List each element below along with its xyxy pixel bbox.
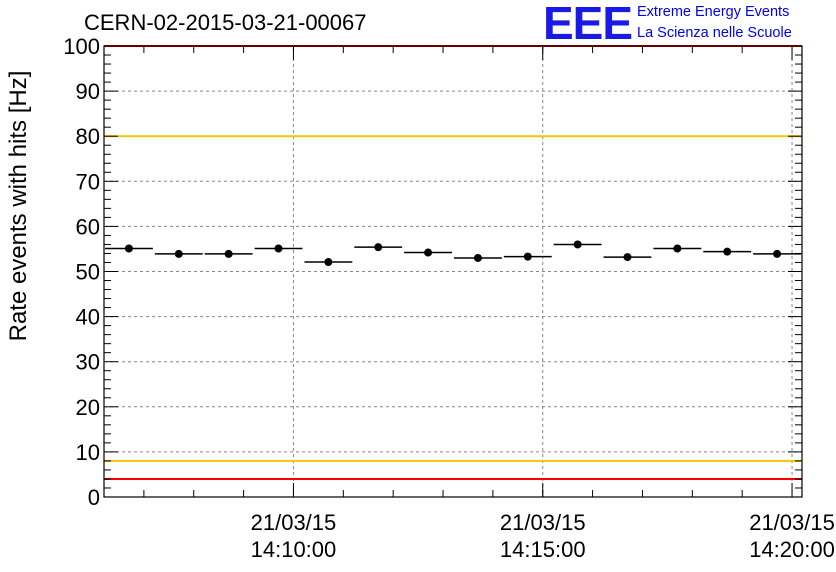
y-axis-label: Rate events with hits [Hz] [5, 70, 32, 342]
y-tick-label: 20 [76, 395, 100, 420]
data-point [623, 253, 632, 262]
x-tick-date: 21/03/15 [251, 510, 337, 535]
data-point [124, 244, 133, 253]
y-tick-label: 50 [76, 260, 100, 285]
y-tick-label: 10 [76, 440, 100, 465]
x-tick-time: 14:10:00 [251, 537, 337, 562]
logo-line-1: Extreme Energy Events [637, 4, 790, 20]
x-tick-time: 14:15:00 [500, 537, 586, 562]
data-point [424, 248, 433, 257]
y-tick-label: 60 [76, 214, 100, 239]
y-tick-label: 70 [76, 169, 100, 194]
data-series [105, 240, 801, 267]
data-point [573, 240, 582, 249]
data-point [274, 244, 283, 253]
chart-title: CERN-02-2015-03-21-00067 [84, 10, 367, 35]
data-point [723, 247, 732, 256]
logo-mark: EEE [543, 0, 633, 49]
logo-line-2: La Scienza nelle Scuole [637, 25, 792, 41]
data-point [773, 249, 782, 258]
data-point [324, 258, 333, 267]
y-tick-label: 80 [76, 124, 100, 149]
tick-labels: 010203040506070809010021/03/1514:10:0021… [63, 34, 835, 562]
y-tick-label: 90 [76, 79, 100, 104]
data-point [374, 243, 383, 252]
reference-lines [104, 45, 802, 480]
x-tick-date: 21/03/15 [500, 510, 586, 535]
data-point [673, 244, 682, 253]
y-tick-label: 40 [76, 305, 100, 330]
data-point [224, 249, 233, 258]
data-point [473, 253, 482, 262]
axes [103, 45, 803, 498]
x-tick-date: 21/03/15 [749, 510, 835, 535]
eee-logo: EEE Extreme Energy Events La Scienza nel… [543, 0, 833, 49]
y-tick-label: 100 [63, 34, 100, 59]
y-tick-label: 30 [76, 350, 100, 375]
data-point [523, 252, 532, 261]
grid-lines [104, 46, 802, 497]
data-point [174, 249, 183, 258]
y-tick-label: 0 [88, 485, 100, 510]
x-tick-time: 14:20:00 [749, 537, 835, 562]
